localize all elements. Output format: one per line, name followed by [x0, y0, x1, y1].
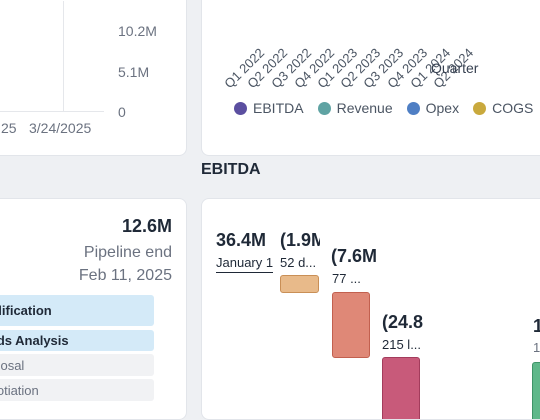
waterfall-bar [332, 292, 370, 358]
y-tick-label: 0 [118, 104, 126, 120]
waterfall-label: 13 [533, 340, 540, 355]
section-title: EBITDA [201, 161, 261, 178]
waterfall-bar [532, 362, 540, 419]
x-tick-label: 25 [1, 120, 17, 136]
legend-swatch [234, 101, 247, 115]
legend-label: COGS [492, 100, 534, 116]
stage-bar: Qualification [0, 295, 154, 326]
pipeline-date: Feb 11, 2025 [78, 267, 172, 284]
line-chart-card: 10.2M 5.1M 0 25 3/24/2025 [0, 0, 187, 156]
legend: EBITDA Revenue Opex COGS [234, 100, 533, 116]
stage-bar: Needs Analysis [0, 330, 154, 351]
waterfall-value: (1.9M [280, 230, 320, 250]
legend-swatch [473, 101, 487, 115]
waterfall-value: (7.6M [331, 246, 378, 266]
waterfall-label: 77 ... [332, 271, 361, 286]
grid-line [63, 1, 64, 112]
waterfall-label: January 1 [216, 255, 274, 273]
x-tick-label: 3/24/2025 [29, 120, 92, 136]
waterfall-bar [280, 275, 319, 293]
legend-label: Opex [425, 100, 460, 116]
waterfall-card: 36.4M January 1 (1.9M 52 d... (7.6M 77 .… [201, 198, 540, 420]
legend-swatch [317, 101, 331, 115]
waterfall-label: 52 d... [280, 255, 317, 270]
legend-label: Revenue [336, 100, 393, 116]
waterfall-label: 215 l... [382, 337, 422, 352]
waterfall-value: 1 [533, 316, 540, 337]
legend-item: EBITDA [234, 100, 304, 116]
x-axis-title: Quarter [431, 60, 479, 76]
bar-chart-card: Q1 2022 Q2 2022 Q3 2022 Q4 2022 Q1 2023 Q2 20… [201, 0, 540, 156]
axis-line [0, 111, 104, 112]
legend-swatch [406, 101, 420, 115]
y-tick-label: 10.2M [118, 23, 157, 39]
waterfall-value: 36.4M [216, 230, 267, 250]
waterfall-value: (24.8 [382, 312, 424, 332]
stage-bar: Negotiation [0, 379, 154, 401]
legend-label: EBITDA [253, 100, 304, 116]
legend-item: Revenue [317, 100, 393, 116]
waterfall-bar [382, 357, 420, 419]
y-tick-label: 5.1M [118, 64, 150, 80]
pipeline-label: Pipeline end [83, 244, 172, 261]
legend-item: Opex [406, 100, 460, 116]
pipeline-value: 12.6M [121, 216, 172, 236]
pipeline-card: 12.6M Pipeline end Feb 11, 2025 Qualific… [0, 198, 187, 420]
legend-item: COGS [473, 100, 533, 116]
stage-bar: Proposal [0, 354, 154, 376]
